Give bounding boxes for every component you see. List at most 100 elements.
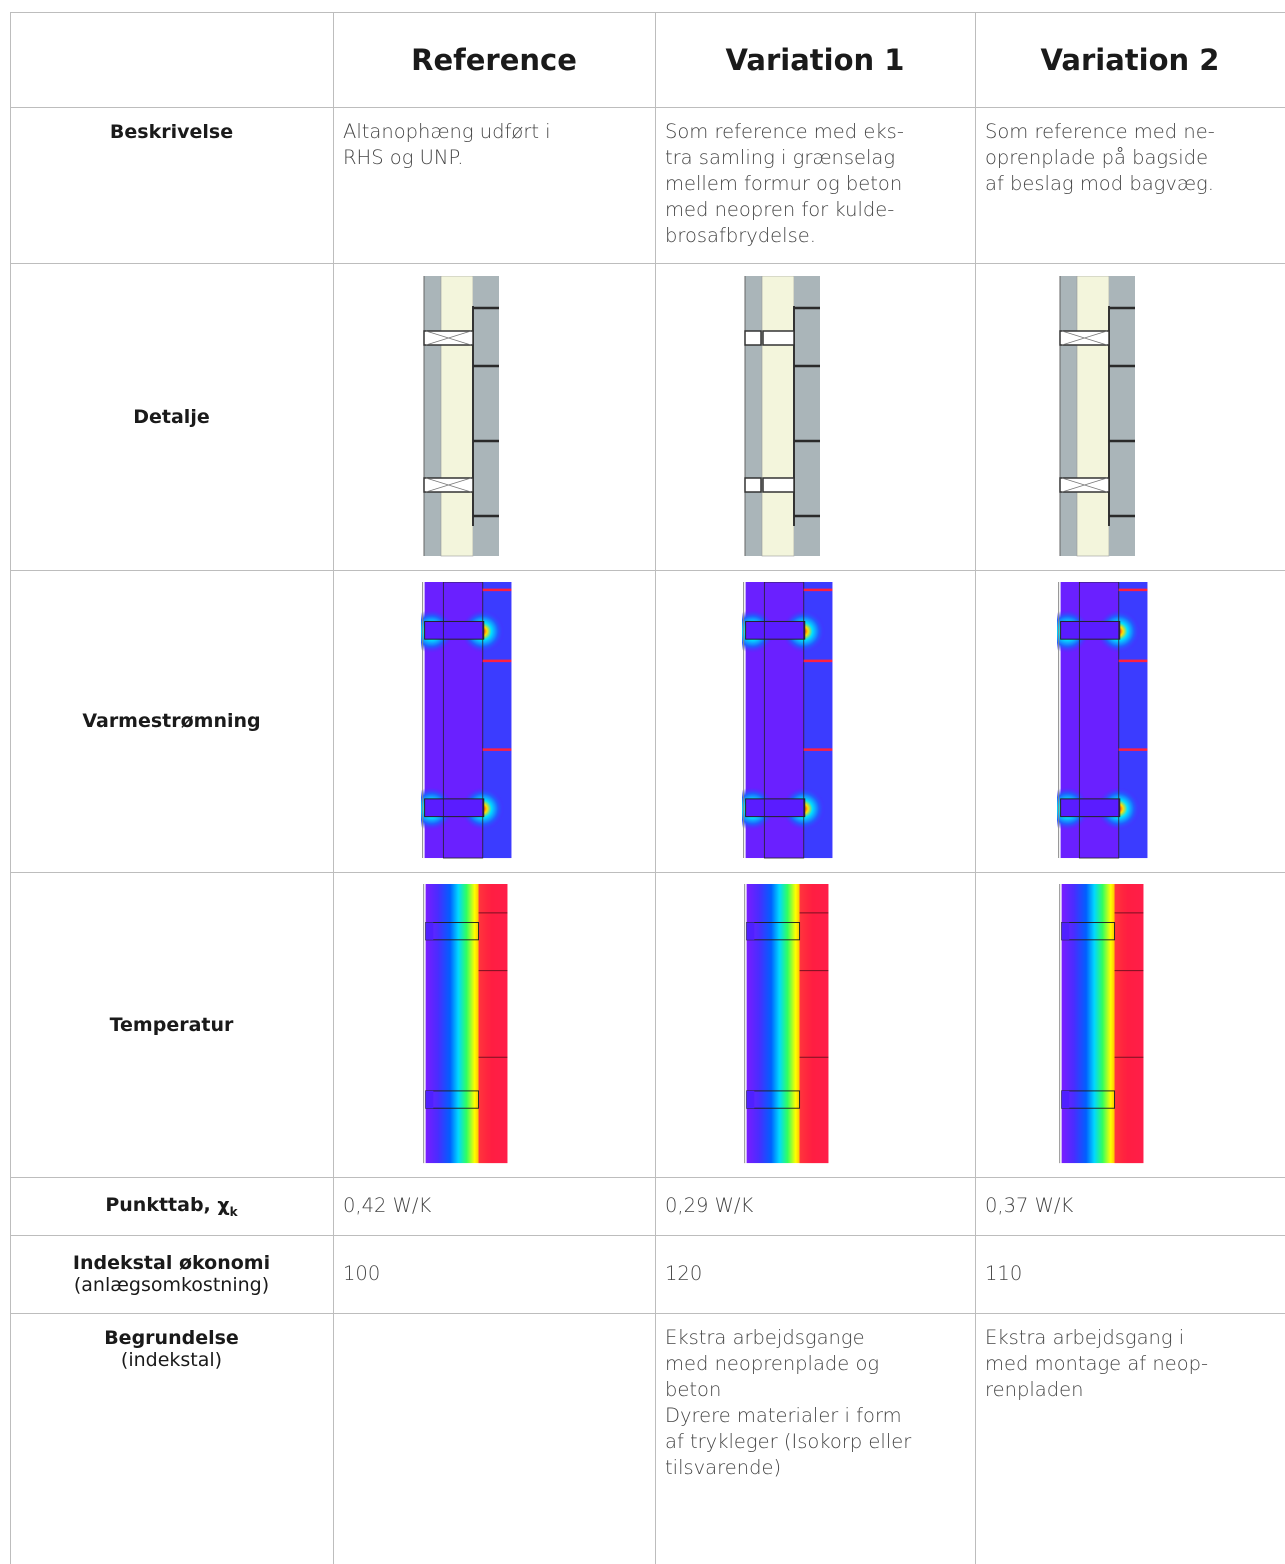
row-label-text: Varmestrømning	[82, 710, 260, 732]
cell	[333, 263, 655, 570]
row-label: Punkttab, χk	[10, 1177, 333, 1235]
cell-line: tilsvarende)	[665, 1455, 965, 1481]
cell-line: med neoprenplade og	[665, 1351, 965, 1377]
temp-figure	[421, 884, 513, 1165]
cell: Som reference med ne-oprenplade på bagsi…	[975, 107, 1285, 263]
inner-leaf	[473, 276, 499, 556]
cell-line: Altanophæng udført i	[343, 119, 645, 145]
row-label-text: Temperatur	[110, 1014, 234, 1036]
detail-figure	[742, 276, 834, 558]
cell: 110	[975, 1235, 1285, 1313]
bracket-end	[425, 922, 433, 939]
inner	[1114, 884, 1143, 1163]
column-title: Reference	[411, 43, 577, 77]
outer-leaf	[745, 276, 762, 556]
row-label-text: Begrundelse	[104, 1327, 239, 1349]
cell-line: af trykleger (Isokorp eller	[665, 1429, 965, 1455]
inner-leaf	[794, 276, 820, 556]
cell	[333, 570, 655, 872]
cell-line: Ekstra arbejdsgang i	[985, 1325, 1275, 1351]
inner	[478, 884, 507, 1163]
bracket-end	[746, 922, 754, 939]
row-label-main: Varmestrømning	[82, 710, 260, 732]
insulation	[1077, 276, 1109, 556]
row-label-main: Beskrivelse	[110, 121, 233, 143]
outer-leaf	[1060, 276, 1077, 556]
detail-figure	[1057, 276, 1149, 558]
cell: 0,42 W/K	[333, 1177, 655, 1235]
row-label-text: Indekstal økonomi	[73, 1252, 270, 1274]
cell	[333, 872, 655, 1177]
cell: 0,37 W/K	[975, 1177, 1285, 1235]
cell-line: 120	[665, 1261, 965, 1287]
row-label-text: Punkttab, χ	[105, 1194, 229, 1216]
cell-line: med montage af neop-	[985, 1351, 1275, 1377]
bracket	[745, 331, 761, 345]
cell	[975, 872, 1285, 1177]
row-label-main: Detalje	[133, 406, 209, 428]
bracket	[745, 478, 761, 492]
bracket	[763, 478, 794, 492]
heat-figure	[421, 582, 513, 860]
cell-line: 0,37 W/K	[985, 1193, 1275, 1219]
bracket-end	[425, 1091, 433, 1108]
row-sublabel: (indekstal)	[121, 1349, 222, 1371]
inner-leaf	[1109, 276, 1135, 556]
column-header: Reference	[333, 12, 655, 107]
row-label-main: Temperatur	[110, 1014, 234, 1036]
cell-line: mellem formur og beton	[665, 171, 965, 197]
cell: Som reference med eks-tra samling i græn…	[655, 107, 975, 263]
cell-line: 0,42 W/K	[343, 1193, 645, 1219]
cell	[655, 872, 975, 1177]
column-title: Variation 1	[726, 43, 905, 77]
cell-line: med neopren for kulde-	[665, 197, 965, 223]
column-header: Variation 1	[655, 12, 975, 107]
cell-line: renpladen	[985, 1377, 1275, 1403]
cell	[655, 263, 975, 570]
cell-line: Som reference med ne-	[985, 119, 1275, 145]
row-label: Beskrivelse	[10, 107, 333, 263]
bracket-end	[1061, 922, 1069, 939]
heat-figure	[742, 582, 834, 860]
bracket	[745, 621, 804, 639]
bracket	[424, 799, 483, 817]
row-label-text: Detalje	[133, 406, 209, 428]
row-label: Indekstal økonomi(anlægsomkostning)	[10, 1235, 333, 1313]
cell-line: beton	[665, 1377, 965, 1403]
temp-figure	[1057, 884, 1149, 1165]
row-label-main: Punkttab, χk	[105, 1194, 237, 1219]
cell-line: brosafbrydelse.	[665, 223, 965, 249]
column-header: Variation 2	[975, 12, 1285, 107]
cell: 120	[655, 1235, 975, 1313]
cell-line: tra samling i grænselag	[665, 145, 965, 171]
cell	[975, 570, 1285, 872]
cell: 0,29 W/K	[655, 1177, 975, 1235]
cell-line: oprenplade på bagside	[985, 145, 1275, 171]
row-sublabel: (anlægsomkostning)	[74, 1274, 269, 1296]
cell	[655, 570, 975, 872]
cell: Ekstra arbejdsgang imed montage af neop-…	[975, 1313, 1285, 1564]
row-label: Begrundelse(indekstal)	[10, 1313, 333, 1564]
row-label: Temperatur	[10, 872, 333, 1177]
bracket	[1060, 799, 1119, 817]
bracket-end	[1061, 1091, 1069, 1108]
bracket	[763, 331, 794, 345]
cell-line: 100	[343, 1261, 645, 1287]
insulation	[762, 276, 794, 556]
row-label-main: Begrundelse	[104, 1327, 239, 1349]
cell-line: RHS og UNP.	[343, 145, 645, 171]
cell: 100	[333, 1235, 655, 1313]
column-title: Variation 2	[1041, 43, 1220, 77]
bracket	[424, 621, 483, 639]
row-label-text: Beskrivelse	[110, 121, 233, 143]
cell-line: Som reference med eks-	[665, 119, 965, 145]
cell-line: af beslag mod bagvæg.	[985, 171, 1275, 197]
row-label: Detalje	[10, 263, 333, 570]
cell	[333, 1313, 655, 1564]
detail-figure	[421, 276, 513, 558]
row-label-main: Indekstal økonomi	[73, 1252, 270, 1274]
temp-figure	[742, 884, 834, 1165]
bracket-end	[746, 1091, 754, 1108]
